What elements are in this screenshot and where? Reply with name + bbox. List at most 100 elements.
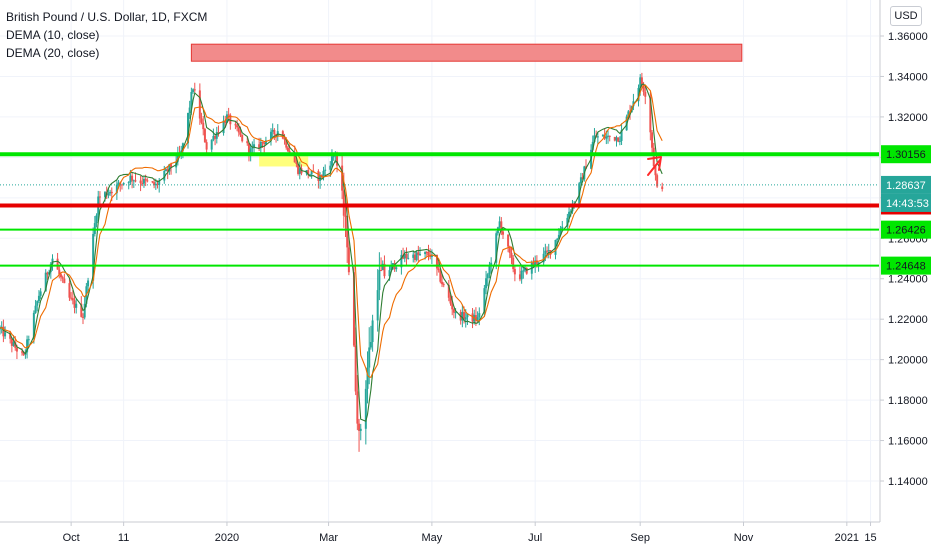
candle[interactable] bbox=[36, 300, 39, 312]
candle[interactable] bbox=[212, 128, 215, 142]
candle[interactable] bbox=[9, 330, 12, 344]
candle[interactable] bbox=[286, 146, 289, 153]
candle[interactable] bbox=[347, 237, 350, 276]
candle[interactable] bbox=[488, 261, 491, 279]
candle[interactable] bbox=[170, 162, 173, 175]
candle[interactable] bbox=[368, 327, 371, 385]
candle[interactable] bbox=[542, 247, 545, 266]
candle[interactable] bbox=[407, 252, 410, 260]
candle[interactable] bbox=[478, 307, 481, 326]
candle[interactable] bbox=[73, 295, 76, 314]
candle[interactable] bbox=[271, 123, 274, 139]
price-tag-1-26426[interactable]: 1.26426 bbox=[881, 220, 931, 239]
candle[interactable] bbox=[617, 137, 620, 143]
candle[interactable] bbox=[319, 172, 322, 189]
candle[interactable] bbox=[507, 234, 510, 253]
candle[interactable] bbox=[513, 265, 516, 282]
candle[interactable] bbox=[341, 154, 344, 200]
candle[interactable] bbox=[520, 264, 523, 284]
candle[interactable] bbox=[32, 310, 35, 344]
candle[interactable] bbox=[276, 124, 279, 142]
candle[interactable] bbox=[441, 274, 444, 288]
candle[interactable] bbox=[222, 115, 225, 136]
candle[interactable] bbox=[415, 250, 418, 262]
candle[interactable] bbox=[378, 252, 381, 301]
candle[interactable] bbox=[400, 250, 403, 275]
candle[interactable] bbox=[81, 313, 84, 325]
candle[interactable] bbox=[224, 115, 227, 128]
candle[interactable] bbox=[620, 123, 623, 145]
candle[interactable] bbox=[95, 213, 98, 228]
candle[interactable] bbox=[449, 294, 452, 306]
price-tag-1-24648[interactable]: 1.24648 bbox=[881, 256, 931, 275]
candle[interactable] bbox=[417, 245, 420, 262]
candle[interactable] bbox=[151, 181, 154, 184]
candle[interactable] bbox=[132, 179, 135, 188]
candle[interactable] bbox=[364, 380, 367, 445]
candle[interactable] bbox=[425, 250, 428, 257]
candle[interactable] bbox=[229, 113, 232, 130]
candle[interactable] bbox=[264, 136, 267, 145]
candle[interactable] bbox=[34, 299, 37, 314]
candle[interactable] bbox=[10, 337, 13, 353]
candle[interactable] bbox=[307, 166, 310, 179]
candle[interactable] bbox=[547, 243, 550, 259]
candle[interactable] bbox=[486, 272, 489, 287]
candle[interactable] bbox=[205, 139, 208, 154]
currency-button[interactable]: USD bbox=[890, 6, 922, 26]
candle[interactable] bbox=[607, 129, 610, 144]
candle[interactable] bbox=[127, 181, 130, 190]
candle[interactable] bbox=[596, 132, 599, 145]
candle[interactable] bbox=[644, 86, 647, 105]
candle[interactable] bbox=[356, 374, 359, 431]
candle[interactable] bbox=[447, 280, 450, 302]
candle[interactable] bbox=[452, 308, 455, 319]
candle[interactable] bbox=[510, 246, 513, 265]
candle[interactable] bbox=[656, 173, 659, 188]
candle[interactable] bbox=[70, 292, 73, 301]
candle[interactable] bbox=[131, 171, 134, 189]
candle[interactable] bbox=[613, 136, 616, 142]
candle[interactable] bbox=[236, 119, 239, 132]
candle[interactable] bbox=[310, 170, 313, 179]
candle[interactable] bbox=[413, 251, 416, 263]
candle[interactable] bbox=[46, 271, 49, 280]
candle[interactable] bbox=[75, 299, 78, 314]
candle[interactable] bbox=[109, 189, 112, 197]
candle[interactable] bbox=[615, 135, 618, 147]
candle[interactable] bbox=[120, 184, 123, 190]
candle[interactable] bbox=[651, 129, 654, 154]
candle[interactable] bbox=[395, 266, 398, 272]
candle[interactable] bbox=[63, 273, 66, 284]
candle[interactable] bbox=[98, 191, 101, 205]
candle[interactable] bbox=[405, 247, 408, 266]
candle[interactable] bbox=[247, 142, 250, 162]
candle[interactable] bbox=[508, 245, 511, 259]
candle[interactable] bbox=[146, 178, 149, 183]
candle[interactable] bbox=[618, 136, 621, 146]
candle[interactable] bbox=[429, 248, 432, 260]
candle[interactable] bbox=[371, 314, 374, 352]
candle[interactable] bbox=[369, 325, 372, 350]
candle[interactable] bbox=[202, 115, 205, 136]
candle[interactable] bbox=[27, 335, 30, 347]
candle[interactable] bbox=[329, 161, 332, 177]
candle[interactable] bbox=[203, 127, 206, 143]
candle[interactable] bbox=[518, 266, 521, 282]
candle[interactable] bbox=[461, 304, 464, 328]
candle[interactable] bbox=[427, 244, 430, 261]
candle[interactable] bbox=[485, 270, 488, 295]
candle[interactable] bbox=[608, 135, 611, 142]
candle[interactable] bbox=[4, 326, 7, 340]
candle[interactable] bbox=[534, 255, 537, 273]
candle[interactable] bbox=[273, 128, 276, 141]
candle[interactable] bbox=[495, 231, 498, 270]
candle[interactable] bbox=[217, 125, 220, 137]
candle[interactable] bbox=[71, 290, 74, 305]
last-price-tag[interactable]: 1.28637 bbox=[881, 175, 931, 194]
candle[interactable] bbox=[324, 164, 327, 176]
candle[interactable] bbox=[215, 126, 218, 144]
candle[interactable] bbox=[383, 255, 386, 279]
candle[interactable] bbox=[442, 282, 445, 288]
candle[interactable] bbox=[498, 216, 501, 231]
